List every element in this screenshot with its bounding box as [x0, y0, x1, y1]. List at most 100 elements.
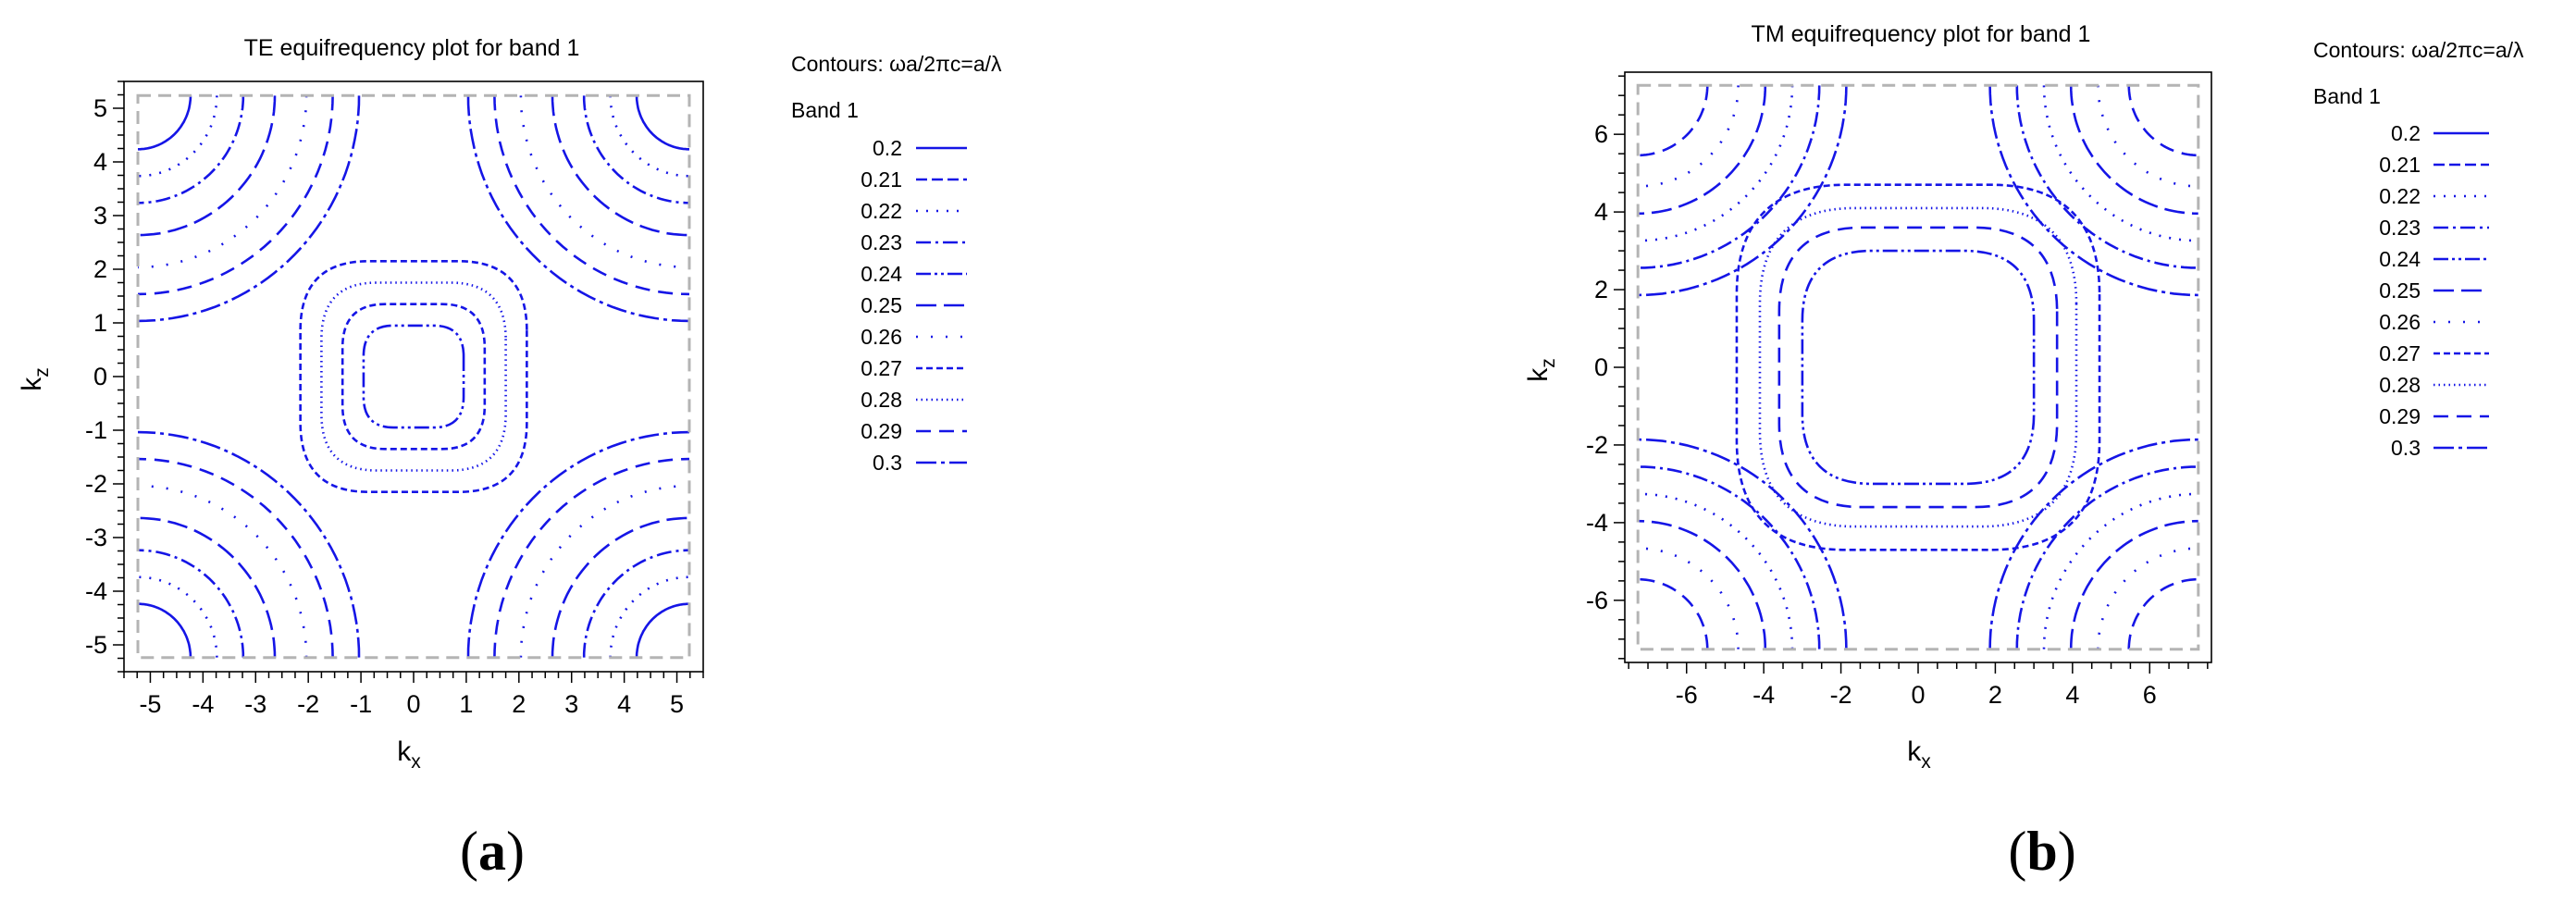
- x-tick-label: -6: [1676, 681, 1698, 709]
- panel-b-ylabel: kz: [1523, 358, 1559, 382]
- legend-value: 0.28: [861, 388, 902, 412]
- legend-value: 0.21: [2379, 153, 2421, 177]
- legend-value: 0.3: [873, 451, 902, 475]
- contour-line: [320, 281, 507, 472]
- contour-line: [1801, 249, 2036, 486]
- legend-value: 0.2: [873, 136, 902, 160]
- y-tick-label: 4: [93, 148, 107, 176]
- y-tick-label: 5: [93, 94, 107, 122]
- contour-line: [138, 95, 689, 658]
- contour-line: [1638, 85, 2198, 649]
- contour-line: [1735, 183, 2101, 551]
- legend-value: 0.27: [861, 356, 902, 380]
- x-tick-label: -4: [192, 690, 214, 718]
- x-tick-label: 0: [1911, 681, 1925, 709]
- x-tick-label: 2: [1988, 681, 2002, 709]
- contour-line: [138, 95, 689, 658]
- contour-line: [1638, 85, 2198, 649]
- x-tick-label: 1: [459, 690, 473, 718]
- y-tick-label: -2: [85, 470, 107, 498]
- legend-value: 0.26: [861, 325, 902, 349]
- y-tick-label: -1: [85, 416, 107, 444]
- y-tick-label: -4: [85, 577, 107, 605]
- contour-line: [1638, 85, 2198, 649]
- y-tick-label: -2: [1586, 431, 1608, 459]
- panel-b-label: (b): [2008, 821, 2075, 882]
- contour-line: [341, 303, 487, 451]
- panel-a-label: (a): [460, 821, 525, 882]
- y-tick-label: -4: [1586, 509, 1608, 537]
- x-tick-label: 5: [670, 690, 684, 718]
- zone-boundary: [136, 93, 691, 660]
- x-tick-label: -5: [139, 690, 161, 718]
- x-tick-label: -2: [1830, 681, 1852, 709]
- y-tick-label: 2: [93, 255, 107, 283]
- contour-lines: [1638, 85, 2198, 649]
- plot-frame: [1624, 71, 2212, 663]
- y-tick-label: 0: [1594, 353, 1608, 381]
- panel-b-legend-title: Contours: ωa/2πc=a/λ: [2313, 38, 2524, 62]
- contour-line: [1638, 85, 2198, 649]
- legend-value: 0.3: [2391, 436, 2421, 460]
- x-tick-label: -4: [1752, 681, 1775, 709]
- zone-boundary: [1636, 83, 2200, 651]
- legend-value: 0.24: [861, 262, 902, 286]
- panel-b-legend-band: Band 1: [2313, 84, 2381, 108]
- panel-b-legend-items: 0.2 0.21 0.22 0.23 0.24 0.25 0.26 0.27 0.28 0.29 0…: [2379, 121, 2489, 460]
- x-tick-label: 4: [617, 690, 631, 718]
- y-tick-label: 1: [93, 309, 107, 337]
- contour-line: [1777, 226, 2059, 509]
- contour-line: [1638, 85, 2198, 649]
- panel-a-legend-title: Contours: ωa/2πc=a/λ: [791, 52, 1002, 76]
- y-tick-label: -5: [85, 631, 107, 659]
- legend-value: 0.23: [861, 230, 902, 254]
- x-tick-label: 2: [512, 690, 526, 718]
- contour-lines: [138, 95, 689, 658]
- x-tick-label: -3: [244, 690, 266, 718]
- legend-value: 0.27: [2379, 341, 2421, 365]
- panel-a: TE equifrequency plot for band 1 -5 -4 -3 -…: [17, 35, 1002, 882]
- y-tick-label: -3: [85, 524, 107, 551]
- contour-line: [138, 95, 689, 658]
- contour-line: [362, 324, 465, 429]
- legend-value: 0.28: [2379, 373, 2421, 397]
- legend-value: 0.25: [2379, 278, 2421, 303]
- x-tick-label: 6: [2143, 681, 2157, 709]
- legend-value: 0.21: [861, 167, 902, 192]
- y-tick-label: 3: [93, 202, 107, 229]
- contour-line: [138, 95, 689, 658]
- legend-value: 0.26: [2379, 310, 2421, 334]
- y-tick-label: 2: [1594, 276, 1608, 303]
- legend-value: 0.22: [2379, 184, 2421, 208]
- panel-b: TM equifrequency plot for band 1 -6 -4 -2 0…: [1523, 21, 2524, 882]
- x-tick-label: 4: [2065, 681, 2079, 709]
- contour-line: [1758, 206, 2078, 528]
- panel-b-plot: -6 -4 -2 0 2 4 6 -6 -4 -2 0 2 4 6: [1586, 71, 2212, 709]
- legend-value: 0.25: [861, 293, 902, 317]
- panel-a-xlabel: kx: [397, 736, 421, 773]
- x-tick-label: -2: [297, 690, 319, 718]
- panel-a-legend-items: 0.2 0.21 0.22 0.23 0.24 0.25 0.26 0.27 0.28 0.29 0…: [861, 136, 967, 475]
- legend-value: 0.22: [861, 199, 902, 223]
- panel-b-legend: Contours: ωa/2πc=a/λ Band 1 0.2 0.21 0.22 0…: [2313, 38, 2524, 460]
- y-tick-label: 6: [1594, 120, 1608, 148]
- y-tick-label: 4: [1594, 198, 1608, 226]
- legend-value: 0.29: [861, 419, 902, 443]
- panel-a-plot: -5 -4 -3 -2 -1 0 1 2 3 4 5 -5 -4 -3 -2 -1 0 1 2 3 4 5: [85, 80, 704, 718]
- legend-value: 0.23: [2379, 216, 2421, 240]
- legend-value: 0.2: [2391, 121, 2421, 145]
- panel-a-legend-band: Band 1: [791, 98, 859, 122]
- x-tick-label: 3: [564, 690, 578, 718]
- panel-a-title: TE equifrequency plot for band 1: [244, 35, 580, 61]
- y-tick-label: -6: [1586, 587, 1608, 614]
- contour-line: [299, 260, 528, 493]
- panel-b-xlabel: kx: [1907, 736, 1931, 773]
- y-tick-label: 0: [93, 363, 107, 390]
- panel-a-legend: Contours: ωa/2πc=a/λ Band 1 0.20.210.220…: [791, 52, 1002, 475]
- legend-value: 0.29: [2379, 404, 2421, 428]
- contour-line: [138, 95, 689, 658]
- x-tick-label: 0: [406, 690, 420, 718]
- contour-line: [138, 95, 689, 658]
